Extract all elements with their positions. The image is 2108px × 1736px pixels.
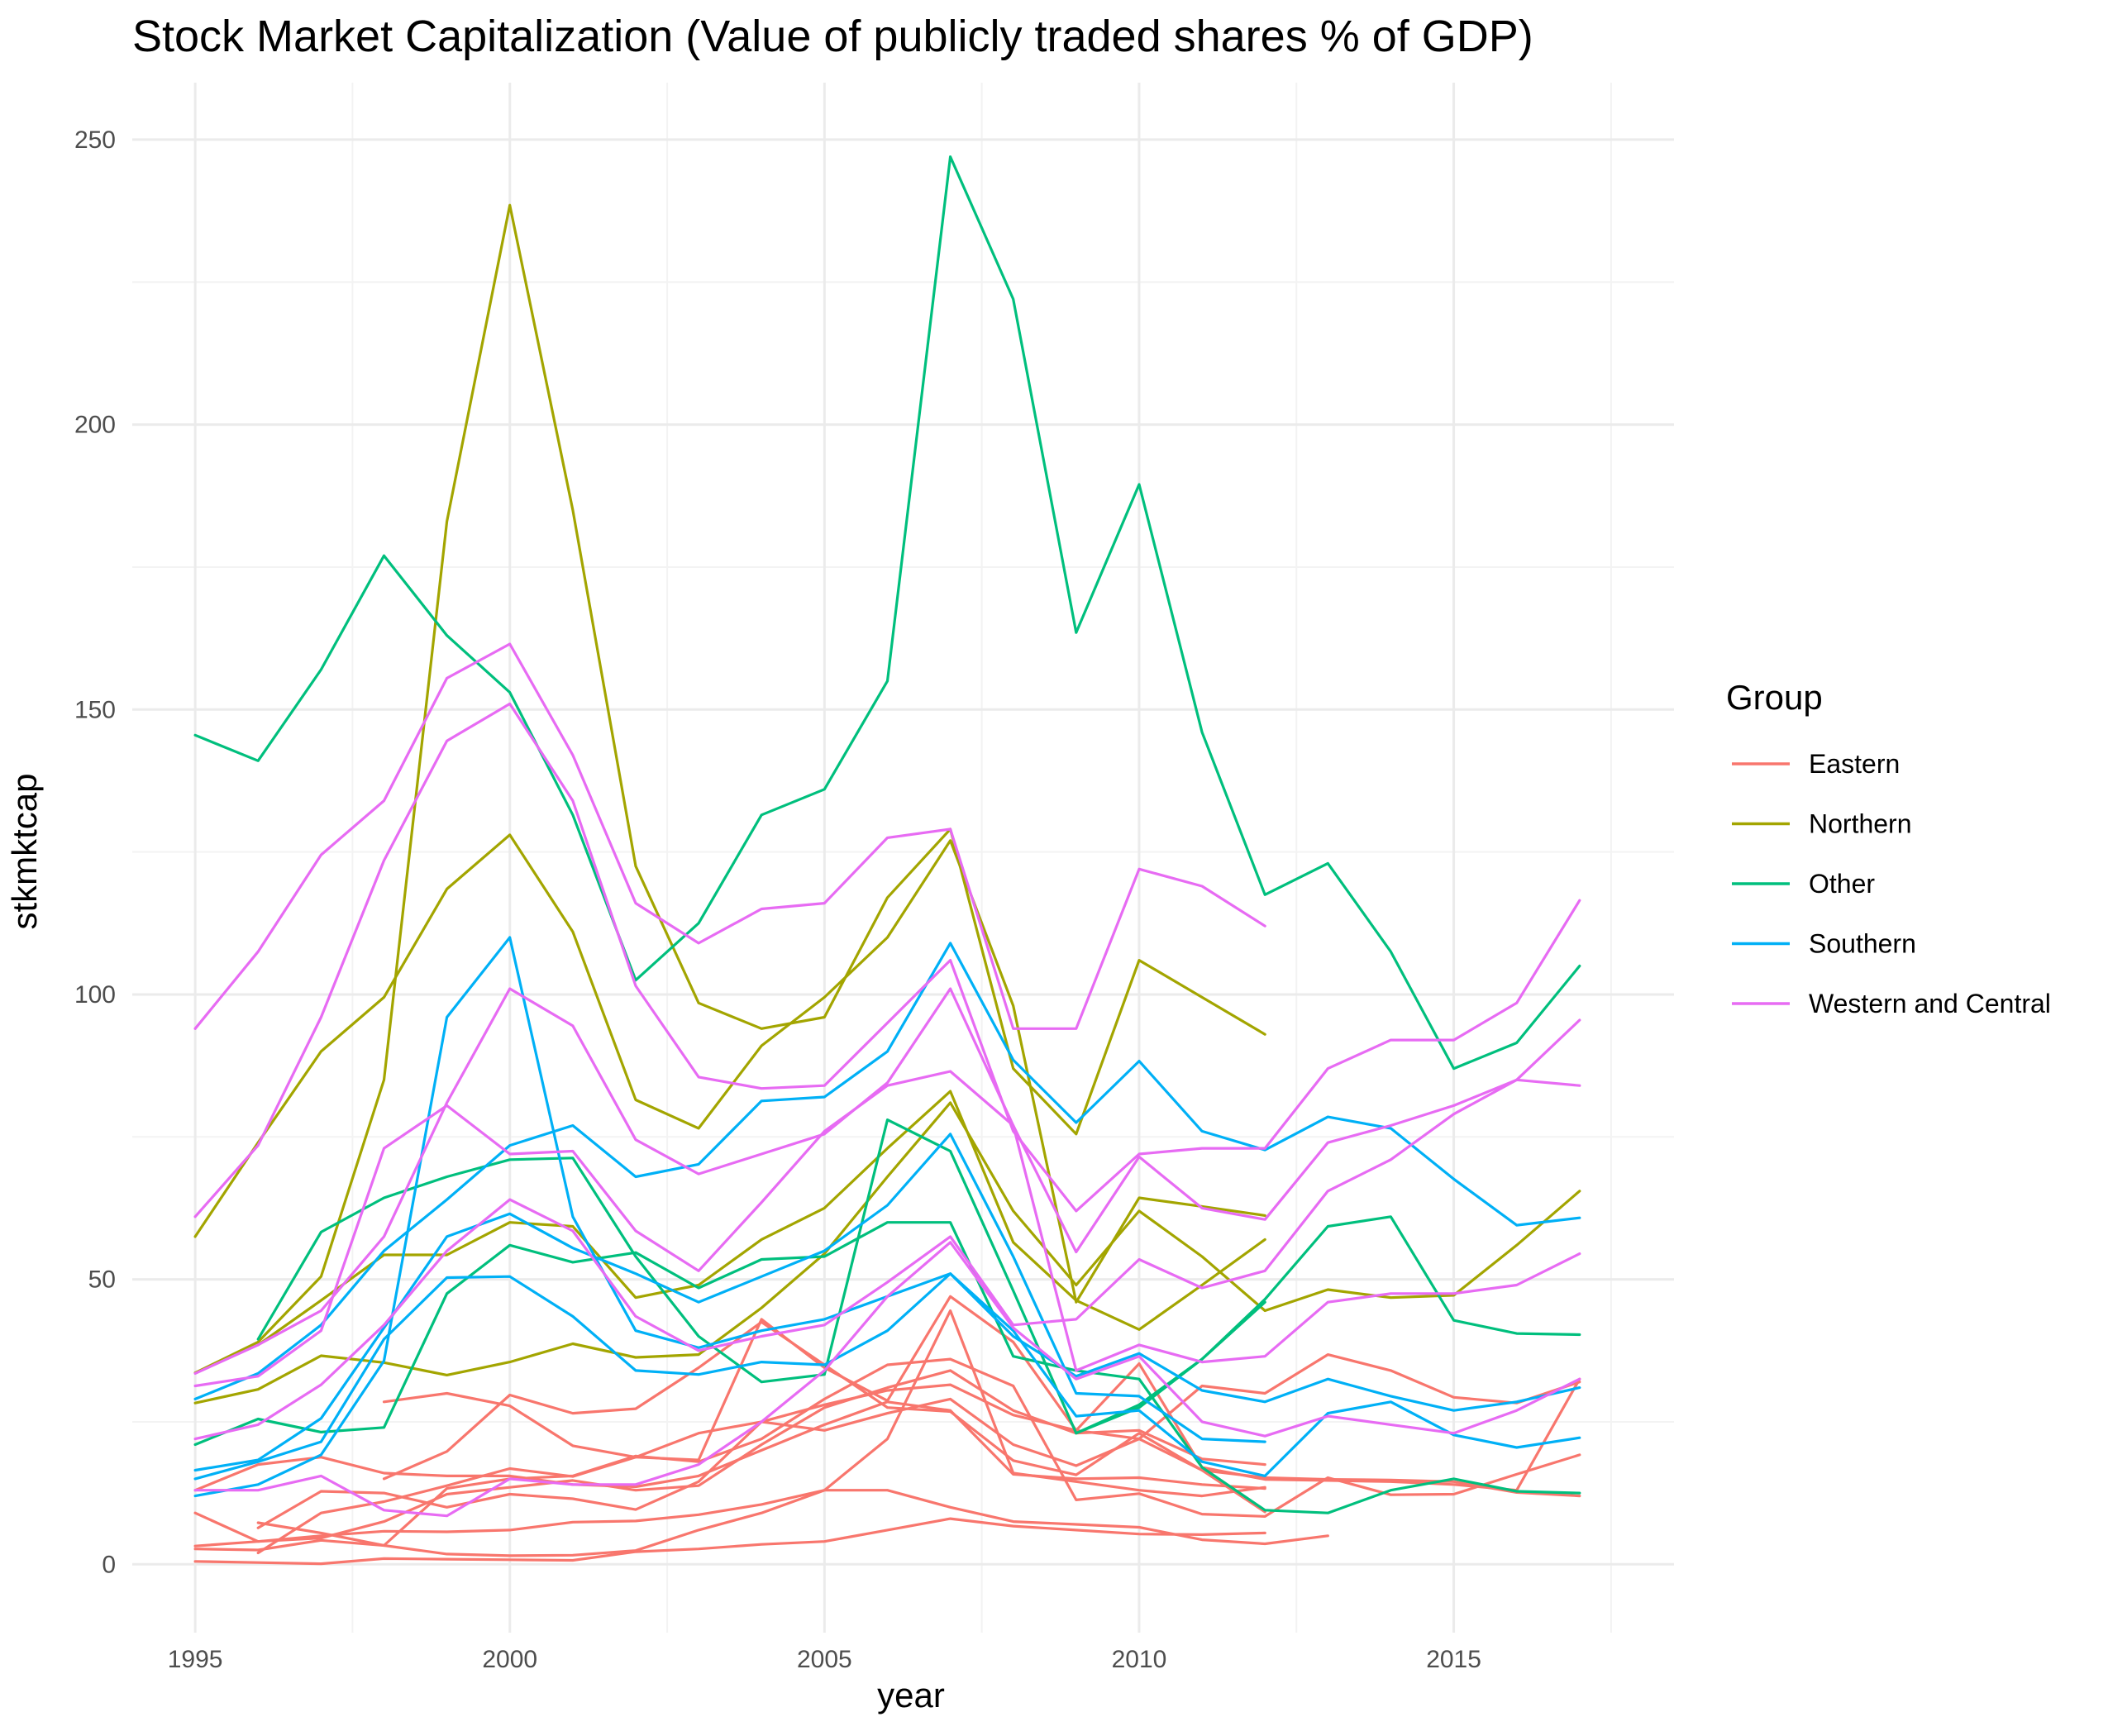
series-line-eastern	[193, 1309, 1266, 1543]
series-line-other	[193, 155, 1581, 1071]
series-line-eastern	[193, 1400, 1266, 1492]
series-line-southern	[193, 1133, 1266, 1472]
series-line-western-and-central	[193, 1070, 1581, 1388]
series-line-southern	[193, 942, 1581, 1401]
chart-title: Stock Market Capitalization (Value of pu…	[132, 12, 1533, 61]
series-line-northern	[193, 833, 1266, 1304]
legend-item-eastern: Eastern	[1732, 749, 1900, 779]
grid	[132, 83, 1674, 1633]
x-tick-label: 2015	[1426, 1646, 1481, 1673]
series-lines	[193, 155, 1581, 1566]
series-line-eastern	[256, 1383, 1581, 1529]
legend-title: Group	[1726, 678, 1823, 717]
legend-item-northern: Northern	[1732, 809, 1912, 839]
series-line-northern	[193, 1101, 1581, 1405]
series-line-eastern	[256, 1357, 1581, 1548]
y-tick-label: 0	[102, 1551, 116, 1578]
x-tick-label: 2005	[797, 1646, 852, 1673]
y-axis-title: stkmktcap	[5, 773, 44, 929]
y-tick-label: 100	[74, 981, 116, 1009]
legend-item-other: Other	[1732, 869, 1875, 899]
y-tick-label: 200	[74, 412, 116, 439]
legend-label-eastern: Eastern	[1809, 749, 1900, 779]
series-line-western-and-central	[193, 987, 1581, 1376]
legend-label-other: Other	[1809, 869, 1875, 899]
series-line-eastern	[193, 1517, 1266, 1566]
legend-label-western-and-central: Western and Central	[1809, 989, 2051, 1018]
y-tick-label: 250	[74, 126, 116, 154]
series-line-eastern	[193, 1369, 1266, 1548]
series-line-western-and-central	[193, 1018, 1581, 1441]
series-line-western-and-central	[193, 642, 1266, 1030]
axes: 0 50 100 150 200 250 1995 2000 2005 2010 2015	[74, 126, 1481, 1673]
series-line-other	[1075, 1215, 1581, 1435]
series-line-southern	[193, 1272, 1581, 1481]
series-line-northern	[256, 1090, 1266, 1347]
y-tick-label: 50	[88, 1266, 116, 1294]
legend-item-southern: Southern	[1732, 929, 1916, 959]
series-line-eastern	[256, 1352, 1581, 1555]
legend-label-northern: Northern	[1809, 809, 1912, 839]
series-line-western-and-central	[193, 1241, 1581, 1518]
legend-label-southern: Southern	[1809, 929, 1916, 959]
series-line-western-and-central	[193, 702, 1581, 1219]
x-axis-title: year	[877, 1676, 945, 1715]
series-line-eastern	[382, 1295, 1581, 1492]
series-line-other	[193, 1221, 1581, 1514]
x-tick-label: 2010	[1112, 1646, 1167, 1673]
x-tick-label: 1995	[168, 1646, 223, 1673]
x-tick-label: 2000	[482, 1646, 537, 1673]
y-tick-label: 150	[74, 696, 116, 723]
series-line-northern	[193, 203, 1266, 1375]
legend-item-western-and-central: Western and Central	[1732, 989, 2051, 1018]
legend: Group Eastern Northern Other Southern Wester…	[1726, 678, 2051, 1018]
